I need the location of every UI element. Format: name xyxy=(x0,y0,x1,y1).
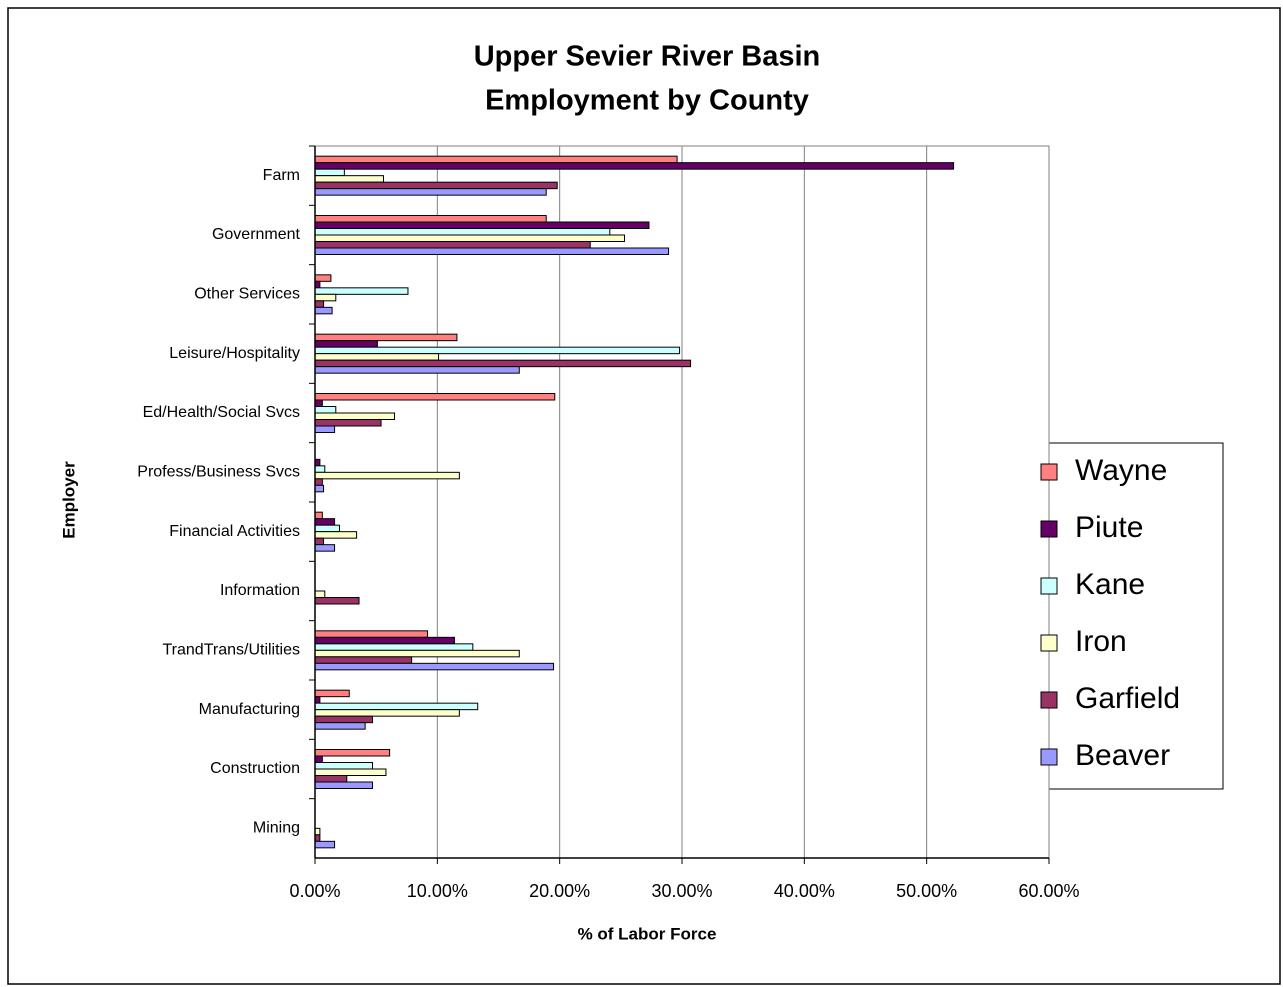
bar xyxy=(314,709,460,717)
bar xyxy=(314,353,440,361)
bar xyxy=(314,412,396,420)
y-tick-label: Farm xyxy=(263,167,300,184)
legend-label: Wayne xyxy=(1075,454,1167,487)
legend-label: Iron xyxy=(1075,625,1127,658)
x-tick-label: 10.00% xyxy=(407,881,468,901)
bar xyxy=(314,465,326,473)
bar xyxy=(314,544,336,552)
bar xyxy=(314,247,670,255)
y-tick-label: Manufacturing xyxy=(199,701,300,718)
y-tick-label: TrandTrans/Utilities xyxy=(162,642,300,659)
x-tick-label: 20.00% xyxy=(529,881,590,901)
bar xyxy=(314,471,460,480)
chart-title: Employment by County xyxy=(485,85,809,117)
bar xyxy=(314,359,692,368)
bar xyxy=(314,518,336,526)
bar xyxy=(314,689,350,698)
bar xyxy=(314,590,326,598)
bar xyxy=(314,241,591,249)
bar xyxy=(314,333,458,342)
bar xyxy=(314,702,479,711)
bar xyxy=(314,656,413,664)
bar xyxy=(314,293,337,302)
bar xyxy=(314,188,547,196)
bar xyxy=(314,155,678,164)
x-axis-title: % of Labor Force xyxy=(578,924,717,943)
bar xyxy=(314,234,626,242)
bar xyxy=(314,597,360,605)
bar xyxy=(314,537,325,546)
bar xyxy=(314,662,555,671)
bar xyxy=(314,287,409,295)
legend-label: Garfield xyxy=(1075,682,1180,715)
bar xyxy=(314,524,340,533)
y-tick-label: Profess/Business Svcs xyxy=(137,464,300,481)
y-tick-label: Leisure/Hospitality xyxy=(169,345,300,362)
bar xyxy=(314,274,332,282)
bar xyxy=(314,162,955,170)
bar xyxy=(314,168,345,177)
legend-swatch xyxy=(1040,748,1058,766)
bar xyxy=(314,775,348,783)
bar xyxy=(314,768,387,776)
y-axis-title: Employer xyxy=(59,461,78,539)
bar xyxy=(314,366,520,374)
bar xyxy=(314,340,378,348)
bar xyxy=(314,722,366,730)
bar xyxy=(314,715,373,724)
x-tick-label: 30.00% xyxy=(651,881,712,901)
x-tick-label: 60.00% xyxy=(1018,881,1079,901)
bar xyxy=(314,749,391,757)
legend-swatch xyxy=(1040,577,1058,595)
legend-swatch xyxy=(1040,691,1058,709)
bar xyxy=(314,643,474,651)
legend-label: Kane xyxy=(1075,568,1145,601)
bar xyxy=(314,425,336,433)
y-tick-label: Information xyxy=(220,582,300,599)
bar xyxy=(314,228,611,236)
bar xyxy=(314,478,323,486)
bar xyxy=(314,393,556,401)
bar xyxy=(314,762,373,770)
bar xyxy=(314,399,323,407)
bar xyxy=(314,181,558,190)
y-tick-label: Financial Activities xyxy=(169,523,300,540)
y-tick-label: Mining xyxy=(253,820,300,837)
bar xyxy=(314,484,325,493)
x-tick-label: 0.00% xyxy=(289,881,340,901)
bar xyxy=(314,840,336,849)
legend-swatch xyxy=(1040,634,1058,652)
x-tick-label: 40.00% xyxy=(774,881,835,901)
bar xyxy=(314,419,382,427)
bar xyxy=(314,511,323,520)
bar xyxy=(314,175,385,183)
legend-label: Beaver xyxy=(1075,739,1170,772)
bar xyxy=(314,215,547,223)
y-tick-label: Other Services xyxy=(194,286,300,303)
bar xyxy=(314,755,323,763)
bar xyxy=(314,630,429,638)
legend-label: Piute xyxy=(1075,511,1143,544)
bar xyxy=(314,346,681,355)
bar xyxy=(314,649,520,658)
bar xyxy=(314,300,325,308)
y-tick-label: Construction xyxy=(210,760,300,777)
bar xyxy=(314,221,650,229)
bar xyxy=(314,531,358,539)
y-tick-label: Ed/Health/Social Svcs xyxy=(143,404,300,421)
bar xyxy=(314,636,455,645)
y-tick-label: Government xyxy=(212,226,301,243)
bar xyxy=(314,781,373,789)
bar xyxy=(314,306,333,315)
bar xyxy=(314,406,337,414)
chart-title: Upper Sevier River Basin xyxy=(474,41,821,73)
legend-swatch xyxy=(1040,520,1058,538)
legend-swatch xyxy=(1040,463,1058,481)
x-tick-label: 50.00% xyxy=(896,881,957,901)
